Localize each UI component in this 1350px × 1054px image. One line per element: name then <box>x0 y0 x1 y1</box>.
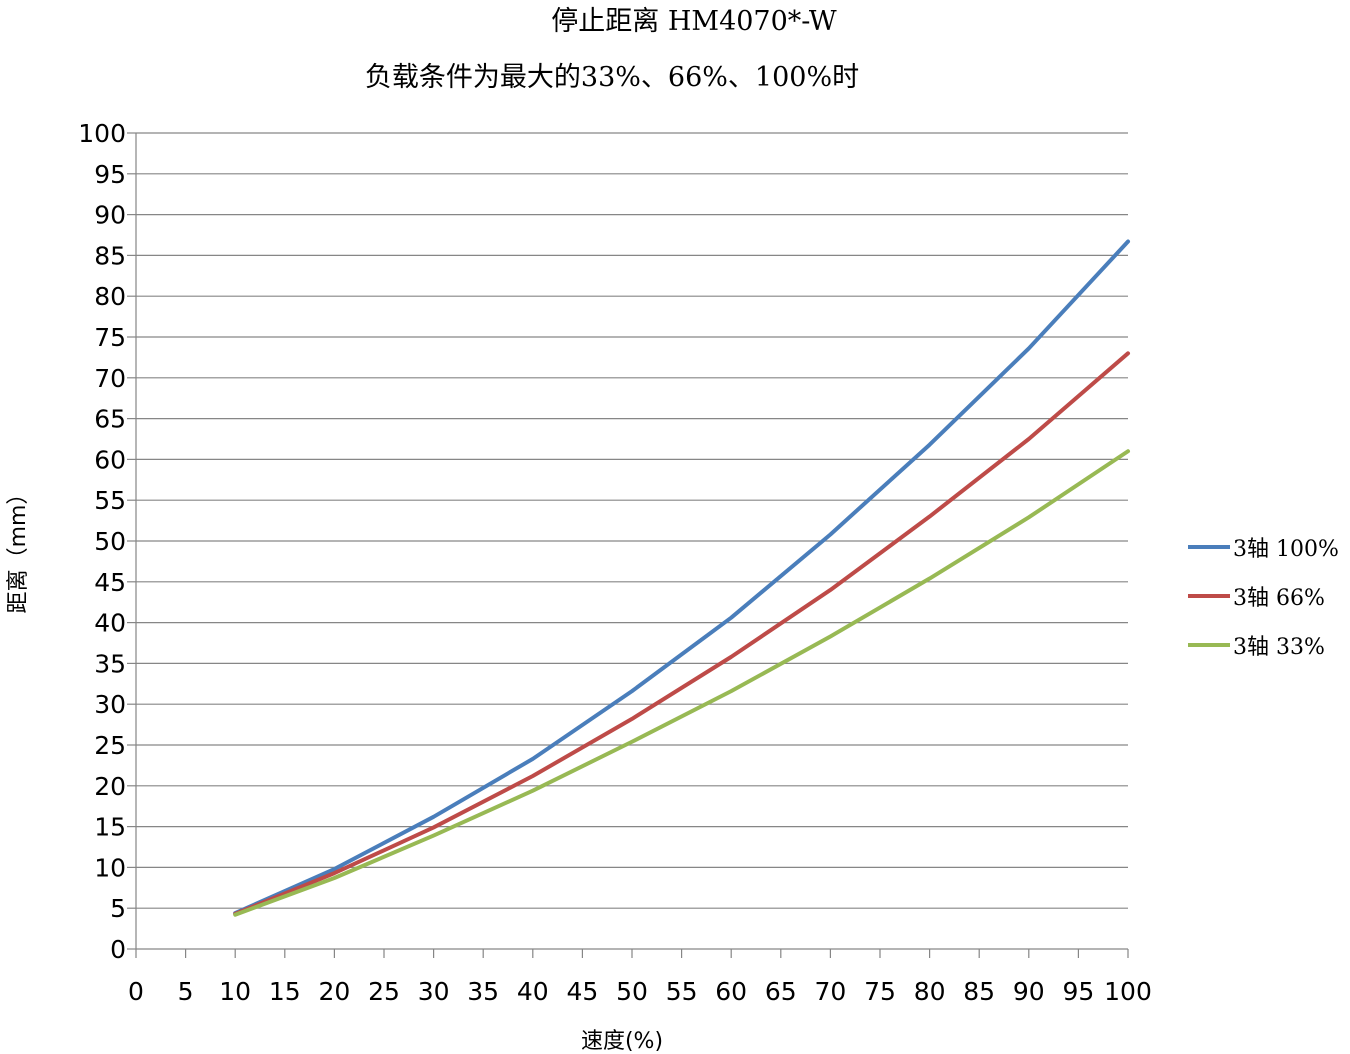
x-tick-label: 95 <box>1062 977 1094 1006</box>
y-tick-label: 70 <box>94 364 126 393</box>
x-tick-label: 20 <box>318 977 350 1006</box>
y-tick-label: 20 <box>94 772 126 801</box>
gridlines <box>136 132 1128 909</box>
x-tick-label: 65 <box>765 977 797 1006</box>
series-line-0 <box>233 239 1130 916</box>
x-tick-label: 55 <box>666 977 698 1006</box>
x-tick-label: 75 <box>864 977 896 1006</box>
legend-label-0: 3轴 100% <box>1233 537 1339 562</box>
y-tick-label: 30 <box>94 690 126 719</box>
x-tick-labels: 0 5 10 15 20 25 30 35 40 45 50 55 60 65 70 75 80 85 90 95 10… <box>128 977 1152 1006</box>
legend-label-1: 3轴 66% <box>1233 586 1325 611</box>
y-tick-label: 10 <box>94 853 126 882</box>
series-line-1 <box>233 351 1130 916</box>
axes <box>127 132 1129 958</box>
y-tick-label: 60 <box>94 445 126 474</box>
chart-subtitle: 负载条件为最大的33%、66%、100%时 <box>365 62 859 93</box>
y-tick-label: 80 <box>94 282 126 311</box>
series-line-2 <box>233 449 1130 917</box>
x-tick-label: 100 <box>1104 977 1152 1006</box>
y-tick-label: 25 <box>94 731 126 760</box>
y-tick-label: 65 <box>94 405 126 434</box>
series-lines <box>233 239 1130 917</box>
legend: 3轴 100% 3轴 66% 3轴 33% <box>1188 537 1339 660</box>
y-tick-label: 100 <box>78 119 126 148</box>
y-tick-label: 0 <box>110 935 126 964</box>
x-tick-label: 25 <box>368 977 400 1006</box>
x-tick-label: 70 <box>814 977 846 1006</box>
x-tick-label: 30 <box>418 977 450 1006</box>
x-tick-label: 0 <box>128 977 144 1006</box>
x-tick-label: 90 <box>1013 977 1045 1006</box>
x-axis-title: 速度(%) <box>581 1029 663 1054</box>
y-axis-title: 距离（mm） <box>6 483 31 614</box>
y-tick-label: 15 <box>94 813 126 842</box>
x-tick-label: 60 <box>715 977 747 1006</box>
x-tick-label: 50 <box>616 977 648 1006</box>
y-tick-label: 85 <box>94 241 126 270</box>
legend-label-2: 3轴 33% <box>1233 635 1325 660</box>
y-tick-label: 55 <box>94 486 126 515</box>
y-tick-label: 75 <box>94 323 126 352</box>
x-tick-label: 80 <box>914 977 946 1006</box>
y-tick-label: 90 <box>94 201 126 230</box>
y-tick-labels: 0 5 10 15 20 25 30 35 40 45 50 55 60 65 70 75 80 85 90 95 10… <box>78 119 126 964</box>
y-tick-label: 95 <box>94 160 126 189</box>
x-tick-label: 45 <box>566 977 598 1006</box>
chart-title: 停止距离 HM4070*-W <box>551 6 837 37</box>
x-tick-label: 5 <box>178 977 194 1006</box>
x-tick-label: 15 <box>269 977 301 1006</box>
x-tick-label: 35 <box>467 977 499 1006</box>
y-tick-label: 40 <box>94 609 126 638</box>
x-tick-label: 85 <box>963 977 995 1006</box>
x-tick-label: 10 <box>219 977 251 1006</box>
y-tick-label: 45 <box>94 568 126 597</box>
y-tick-label: 5 <box>110 894 126 923</box>
y-tick-label: 50 <box>94 527 126 556</box>
x-tick-label: 40 <box>517 977 549 1006</box>
y-tick-label: 35 <box>94 649 126 678</box>
